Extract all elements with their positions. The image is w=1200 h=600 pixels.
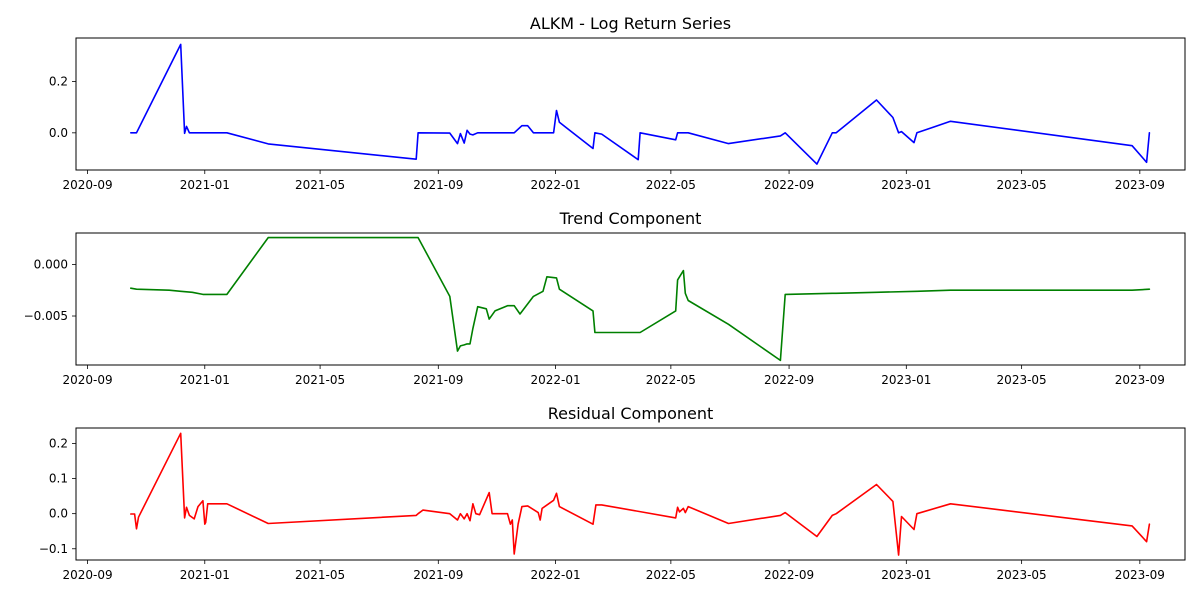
series-line [130, 236, 1151, 362]
chart-title: ALKM - Log Return Series [530, 14, 731, 33]
x-tick-label: 2023-09 [1115, 373, 1165, 387]
panel-trend: Trend Component 2020-09 2021-01 2021-05 202… [24, 209, 1186, 387]
x-tick-label: 2020-09 [62, 178, 112, 192]
x-tick-label: 2023-01 [881, 178, 931, 192]
x-tick-label: 2021-05 [295, 178, 345, 192]
chart-title: Residual Component [548, 404, 714, 423]
x-tick-label: 2020-09 [62, 568, 112, 582]
x-tick-label: 2022-05 [646, 568, 696, 582]
x-tick-label: 2021-01 [180, 178, 230, 192]
axes: 2020-09 2021-01 2021-05 2021-09 2022-01 2022-… [39, 427, 1186, 582]
x-tick-label: 2021-09 [413, 178, 463, 192]
series-line [130, 43, 1151, 165]
x-tick-label: 2021-09 [413, 568, 463, 582]
series-line [130, 432, 1151, 556]
y-tick-label: 0.0 [49, 507, 68, 521]
x-tick-label: 2022-09 [764, 373, 814, 387]
x-tick-label: 2023-05 [997, 373, 1047, 387]
y-tick-label: −0.1 [39, 542, 68, 556]
panel-residual: Residual Component 2020-09 2021-01 2021-05… [39, 404, 1186, 582]
chart-title: Trend Component [559, 209, 702, 228]
y-tick-label: 0.2 [49, 436, 68, 450]
x-tick-label: 2022-05 [646, 373, 696, 387]
x-tick-label: 2022-09 [764, 178, 814, 192]
x-tick-label: 2022-09 [764, 568, 814, 582]
x-tick-label: 2022-05 [646, 178, 696, 192]
y-tick-label: 0.000 [34, 257, 68, 271]
x-tick-label: 2020-09 [62, 373, 112, 387]
axes-frame [75, 232, 1186, 366]
x-tick-label: 2022-01 [530, 178, 580, 192]
axes: 2020-09 2021-01 2021-05 2021-09 2022-01 2022-… [49, 37, 1186, 192]
x-tick-label: 2021-09 [413, 373, 463, 387]
y-tick-label: 0.0 [49, 126, 68, 140]
y-tick-label: −0.005 [24, 309, 68, 323]
x-tick-label: 2022-01 [530, 568, 580, 582]
x-tick-label: 2023-01 [881, 373, 931, 387]
x-tick-label: 2022-01 [530, 373, 580, 387]
x-tick-label: 2021-01 [180, 373, 230, 387]
axes: 2020-09 2021-01 2021-05 2021-09 2022-01 2022-… [24, 232, 1186, 387]
x-tick-label: 2023-01 [881, 568, 931, 582]
y-tick-label: 0.1 [49, 472, 68, 486]
x-tick-label: 2023-05 [997, 178, 1047, 192]
x-tick-label: 2023-09 [1115, 178, 1165, 192]
x-tick-label: 2021-01 [180, 568, 230, 582]
x-tick-label: 2023-05 [997, 568, 1047, 582]
x-tick-label: 2021-05 [295, 568, 345, 582]
panel-log-return: ALKM - Log Return Series 2020-09 2021-01 2… [49, 14, 1186, 192]
y-tick-label: 0.2 [49, 75, 68, 89]
axes-frame [75, 427, 1186, 561]
axes-frame [75, 37, 1186, 171]
x-tick-label: 2021-05 [295, 373, 345, 387]
x-tick-label: 2023-09 [1115, 568, 1165, 582]
